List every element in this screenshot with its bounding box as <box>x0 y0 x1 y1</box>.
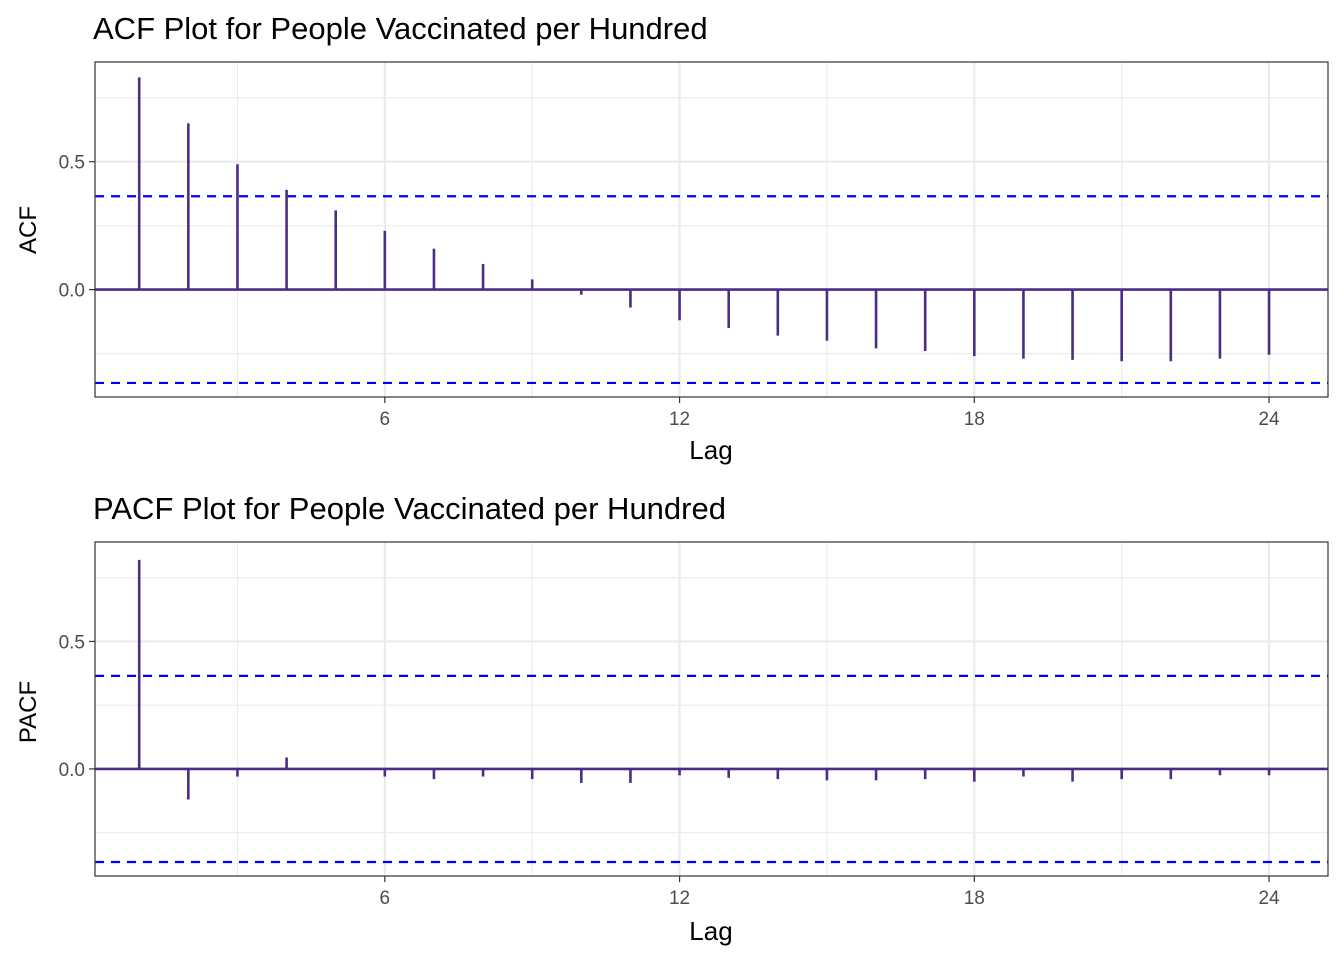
acf-panel: ACF Plot for People Vaccinated per Hundr… <box>15 11 1329 465</box>
acf-x-axis-label: Lag <box>689 435 732 465</box>
pacf-x-tick-label: 18 <box>964 888 985 909</box>
pacf-plot-frame <box>94 541 1329 877</box>
acf-y-axis-label: ACF <box>15 206 42 254</box>
pacf-x-tick-label: 6 <box>380 888 391 909</box>
acf-x-tick-label: 18 <box>964 409 985 430</box>
pacf-x-axis-label: Lag <box>689 916 732 946</box>
pacf-panel: PACF Plot for People Vaccinated per Hund… <box>15 491 1329 946</box>
pacf-title: PACF Plot for People Vaccinated per Hund… <box>93 491 726 526</box>
pacf-y-tick-label: 0.5 <box>59 632 85 653</box>
acf-title: ACF Plot for People Vaccinated per Hundr… <box>93 11 708 46</box>
acf-plot-frame <box>94 61 1329 398</box>
acf-y-tick-label: 0.0 <box>59 281 85 302</box>
acf-x-tick-label: 6 <box>380 409 391 430</box>
pacf-x-tick-label: 24 <box>1258 888 1280 909</box>
pacf-x-tick-label: 12 <box>669 888 690 909</box>
acf-x-tick-label: 12 <box>669 409 690 430</box>
pacf-y-tick-label: 0.0 <box>59 760 85 781</box>
pacf-y-axis-label: PACF <box>15 681 42 743</box>
acf-y-tick-label: 0.5 <box>59 153 85 174</box>
acf-x-tick-label: 24 <box>1258 409 1280 430</box>
